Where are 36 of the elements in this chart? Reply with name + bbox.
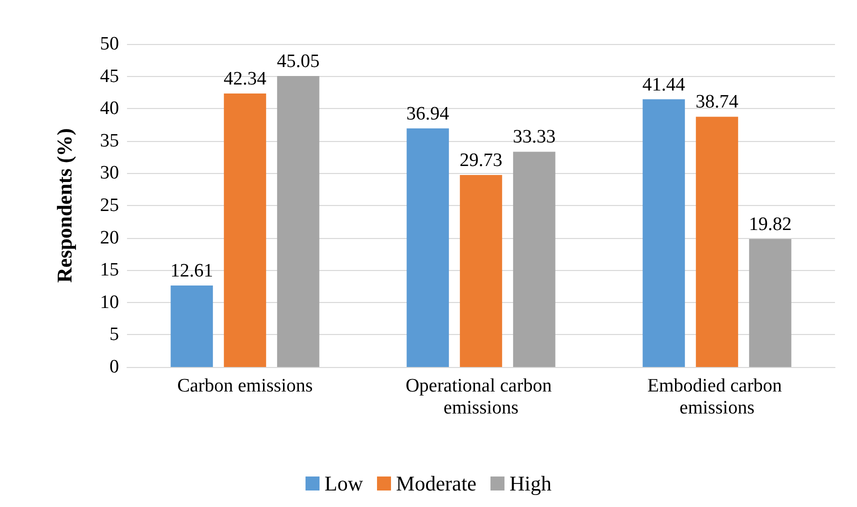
- bar: [170, 286, 213, 367]
- y-tick-label: 30: [100, 162, 119, 184]
- bar: [460, 174, 502, 367]
- legend-label: Low: [324, 472, 364, 496]
- data-label: 38.74: [696, 92, 739, 113]
- y-axis-title: Respondents (%): [52, 128, 76, 283]
- data-label: 41.44: [642, 74, 686, 96]
- bar: [406, 128, 449, 367]
- y-tick-label: 0: [110, 356, 119, 378]
- bar: [749, 238, 792, 367]
- y-tick-label: 10: [100, 292, 119, 313]
- y-tick-label: 35: [100, 130, 119, 152]
- x-tick-label: Embodied carbon emissions: [647, 376, 787, 418]
- bar: [642, 99, 685, 367]
- y-tick-label: 25: [100, 195, 119, 216]
- x-tick-label: Operational carbon emissions: [406, 376, 556, 418]
- data-label: 33.33: [512, 126, 556, 148]
- data-label: 36.94: [406, 103, 450, 124]
- data-label: 19.82: [748, 214, 792, 235]
- data-label: 29.73: [460, 150, 502, 171]
- data-label: 12.61: [170, 260, 214, 282]
- data-label: 42.34: [224, 68, 267, 90]
- y-tick-label: 45: [100, 66, 119, 87]
- y-tick-label: 40: [100, 98, 119, 120]
- y-tick-label: 20: [100, 227, 119, 248]
- bar: [224, 93, 266, 367]
- y-tick-label: 15: [100, 260, 119, 281]
- bar: [513, 152, 556, 367]
- legend-label: High: [509, 472, 552, 496]
- legend-label: Moderate: [396, 472, 476, 496]
- data-label: 45.05: [276, 50, 320, 72]
- y-tick-label: 5: [110, 324, 119, 346]
- x-tick-label: Carbon emissions: [177, 376, 313, 396]
- y-tick-label: 50: [100, 34, 119, 54]
- bar: [277, 76, 320, 367]
- bar: [696, 116, 738, 367]
